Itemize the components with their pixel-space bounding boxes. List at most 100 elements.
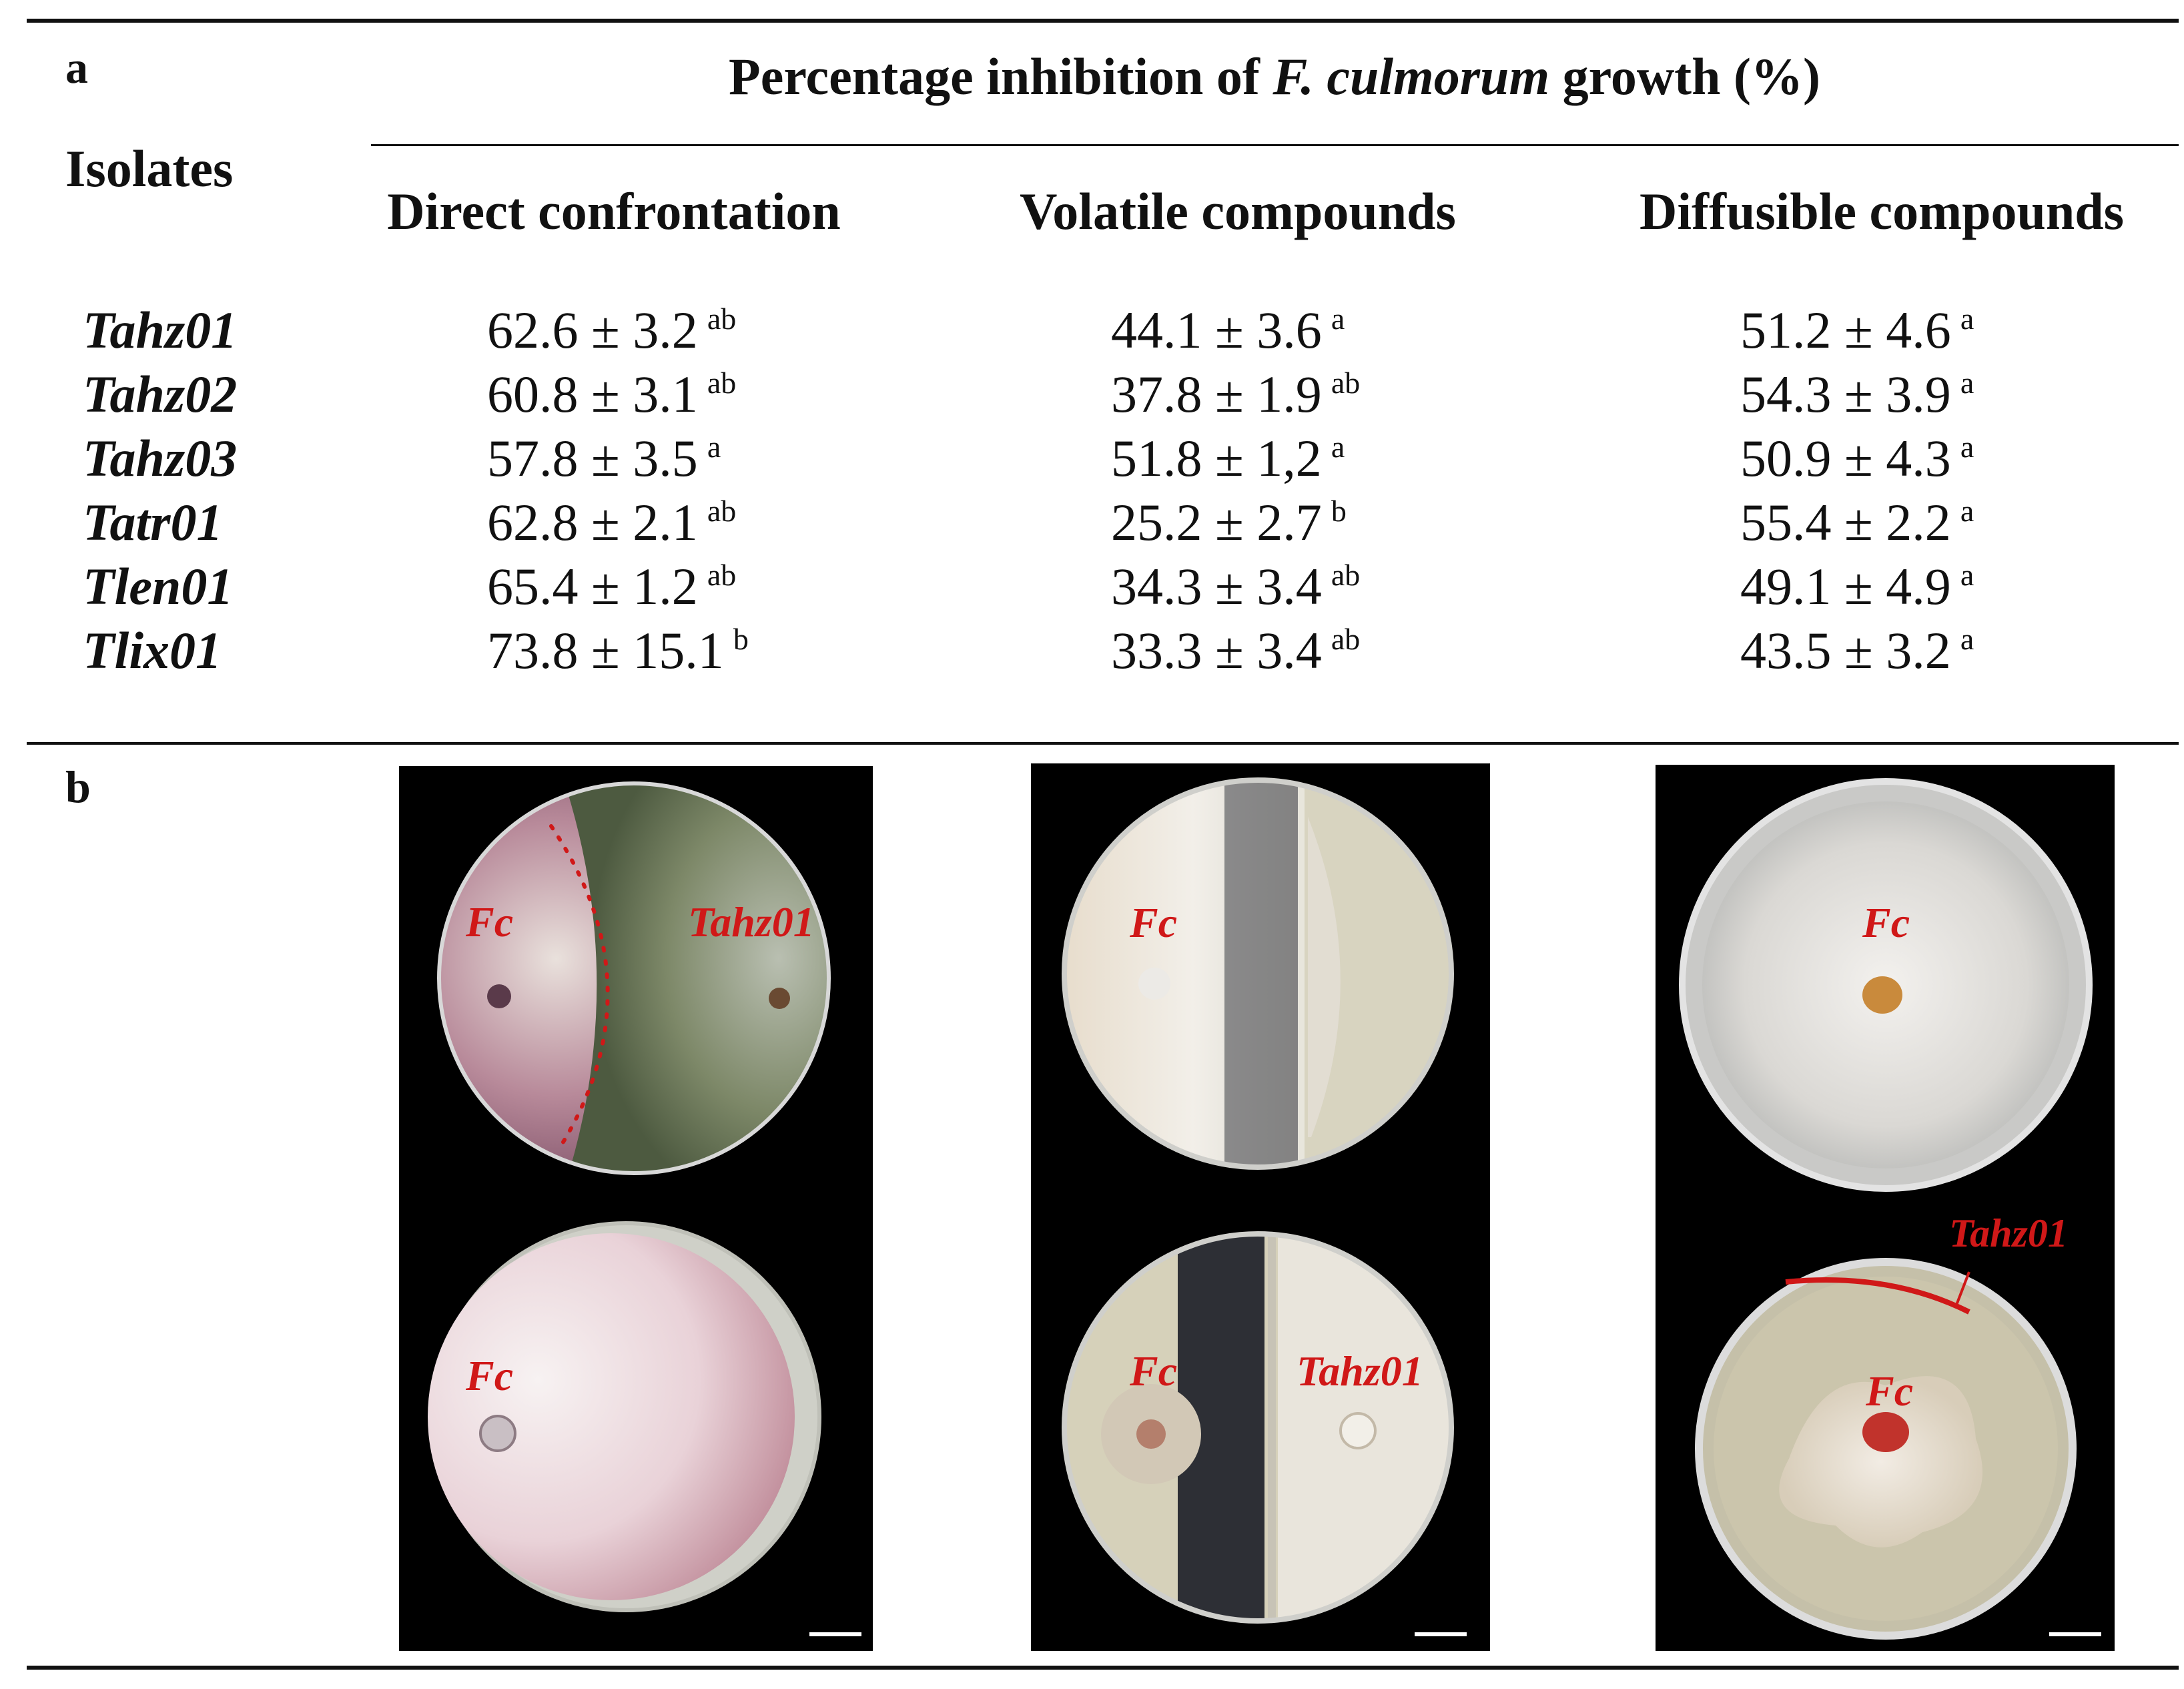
plate-volatile-bottom: Fc Tahz01 [1062, 1231, 1454, 1624]
cell-value: 54.3 ± 3.9 [1740, 365, 1951, 423]
col-header-volatile: Volatile compounds [1020, 182, 1456, 240]
cell-value: 73.8 ± 15.1 [487, 621, 724, 679]
mid-rule [27, 742, 2179, 745]
top-rule [27, 19, 2179, 23]
isolate-name: Tatr01 [83, 493, 223, 551]
isolate-pointer [1785, 1277, 1970, 1315]
label-isolate-volatile-bottom: Tahz01 [1297, 1347, 1423, 1395]
col-header-diffusible: Diffusible compounds [1640, 182, 2124, 240]
table-cell: 33.3 ± 3.4 ab [1111, 621, 1360, 681]
significance-letter: a [707, 430, 721, 464]
table-cell: 51.2 ± 4.6 a [1740, 300, 1974, 360]
significance-letter: ab [707, 302, 737, 336]
scale-bar [809, 1632, 861, 1636]
significance-letter: b [1331, 494, 1347, 528]
cell-value: 51.2 ± 4.6 [1740, 301, 1951, 359]
scale-bar [2049, 1632, 2101, 1636]
cell-value: 49.1 ± 4.9 [1740, 557, 1951, 615]
significance-letter: b [733, 622, 749, 656]
panel-b-label: b [65, 761, 91, 812]
table-cell: 62.6 ± 3.2 ab [487, 300, 736, 360]
label-isolate-direct-top: Tahz01 [688, 898, 815, 946]
table-cell: 25.2 ± 2.7 b [1111, 492, 1347, 553]
scale-bar [1415, 1632, 1467, 1636]
label-fc-diffusible-top: Fc [1862, 899, 1910, 946]
significance-letter: a [1960, 558, 1974, 592]
significance-letter: ab [707, 558, 737, 592]
table-row: Tlix01 73.8 ± 15.1 b 33.3 ± 3.4 ab 43.5 ± 3.2… [0, 621, 2184, 685]
significance-letter: a [1960, 366, 1974, 400]
table-cell: 57.8 ± 3.5 a [487, 428, 721, 488]
cell-value: 60.8 ± 3.1 [487, 365, 698, 423]
significance-letter: a [1960, 430, 1974, 464]
table-row: Tlen01 65.4 ± 1.2 ab 34.3 ± 3.4 ab 49.1 ± 4.9… [0, 557, 2184, 621]
significance-letter: ab [1331, 622, 1361, 656]
table-cell: 34.3 ± 3.4 ab [1111, 557, 1360, 617]
label-fc-volatile-top: Fc [1129, 899, 1177, 946]
plate-direct-top: Fc Tahz01 [437, 781, 831, 1175]
table-row: Tatr01 62.8 ± 2.1 ab 25.2 ± 2.7 b 55.4 ± 2.2 a [0, 492, 2184, 557]
cell-value: 33.3 ± 3.4 [1111, 621, 1322, 679]
table-cell: 55.4 ± 2.2 a [1740, 492, 1974, 553]
photo-direct-confrontation: Fc Tahz01 Fc [399, 766, 873, 1651]
table-cell: 65.4 ± 1.2 ab [487, 557, 736, 617]
panel-a-label: a [65, 42, 88, 93]
table-title: Percentage inhibition of F. culmorum gro… [374, 47, 2175, 107]
cell-value: 37.8 ± 1.9 [1111, 365, 1322, 423]
photo-diffusible-compounds: Fc Tahz01 Fc [1656, 765, 2115, 1651]
table-cell: 54.3 ± 3.9 a [1740, 364, 1974, 424]
table-cell: 73.8 ± 15.1 b [487, 621, 749, 681]
significance-letter: ab [707, 366, 737, 400]
table-row: Tahz02 60.8 ± 3.1 ab 37.8 ± 1.9 ab 54.3 ± 3.9… [0, 364, 2184, 428]
plate-diffusible-bottom: Tahz01 Fc [1695, 1211, 2077, 1640]
cell-value: 62.8 ± 2.1 [487, 493, 698, 551]
cell-value: 57.8 ± 3.5 [487, 429, 698, 487]
significance-letter: a [1331, 430, 1345, 464]
label-fc-volatile-bottom: Fc [1129, 1347, 1177, 1395]
title-suffix: growth (%) [1549, 47, 1820, 105]
table-cell: 60.8 ± 3.1 ab [487, 364, 736, 424]
table-cell: 62.8 ± 2.1 ab [487, 492, 736, 553]
isolate-name: Tahz03 [83, 429, 238, 487]
label-fc-direct-bottom: Fc [465, 1352, 513, 1399]
cell-value: 50.9 ± 4.3 [1740, 429, 1951, 487]
table-cell: 37.8 ± 1.9 ab [1111, 364, 1360, 424]
label-fc-diffusible-bottom: Fc [1865, 1367, 1913, 1415]
cell-value: 65.4 ± 1.2 [487, 557, 698, 615]
cell-value: 51.8 ± 1,2 [1111, 429, 1322, 487]
plate-volatile-top: Fc [1062, 777, 1454, 1170]
isolate-name: Tlen01 [83, 557, 234, 615]
isolate-name: Tahz01 [83, 301, 238, 359]
table-row: Tahz03 57.8 ± 3.5 a 51.8 ± 1,2 a 50.9 ± 4.3 a [0, 428, 2184, 492]
bottom-rule [27, 1666, 2179, 1670]
table-cell: 49.1 ± 4.9 a [1740, 557, 1974, 617]
label-fc-direct-top: Fc [465, 898, 513, 946]
cell-value: 25.2 ± 2.7 [1111, 493, 1322, 551]
significance-letter: ab [1331, 366, 1361, 400]
isolate-name: Tahz02 [83, 365, 238, 423]
title-prefix: Percentage inhibition of [729, 47, 1273, 105]
header-rule [371, 144, 2179, 146]
cell-value: 55.4 ± 2.2 [1740, 493, 1951, 551]
table-cell: 51.8 ± 1,2 a [1111, 428, 1345, 488]
col-header-direct: Direct confrontation [387, 182, 841, 240]
photo-volatile-compounds: Fc Fc Tahz01 [1031, 763, 1490, 1651]
significance-letter: a [1960, 622, 1974, 656]
isolates-header: Isolates [65, 139, 234, 198]
significance-letter: ab [707, 494, 737, 528]
table-cell: 44.1 ± 3.6 a [1111, 300, 1345, 360]
table-cell: 50.9 ± 4.3 a [1740, 428, 1974, 488]
table-row: Tahz01 62.6 ± 3.2 ab 44.1 ± 3.6 a 51.2 ± 4.6 a [0, 300, 2184, 364]
cell-value: 44.1 ± 3.6 [1111, 301, 1322, 359]
isolate-name: Tlix01 [83, 621, 222, 679]
plate-diffusible-top: Fc [1679, 778, 2093, 1192]
inhibition-boundary [549, 824, 610, 1148]
significance-letter: a [1960, 302, 1974, 336]
cell-value: 43.5 ± 3.2 [1740, 621, 1951, 679]
significance-letter: a [1960, 494, 1974, 528]
significance-letter: a [1331, 302, 1345, 336]
cell-value: 62.6 ± 3.2 [487, 301, 698, 359]
significance-letter: ab [1331, 558, 1361, 592]
cell-value: 34.3 ± 3.4 [1111, 557, 1322, 615]
label-isolate-diffusible-bottom: Tahz01 [1949, 1211, 2068, 1255]
